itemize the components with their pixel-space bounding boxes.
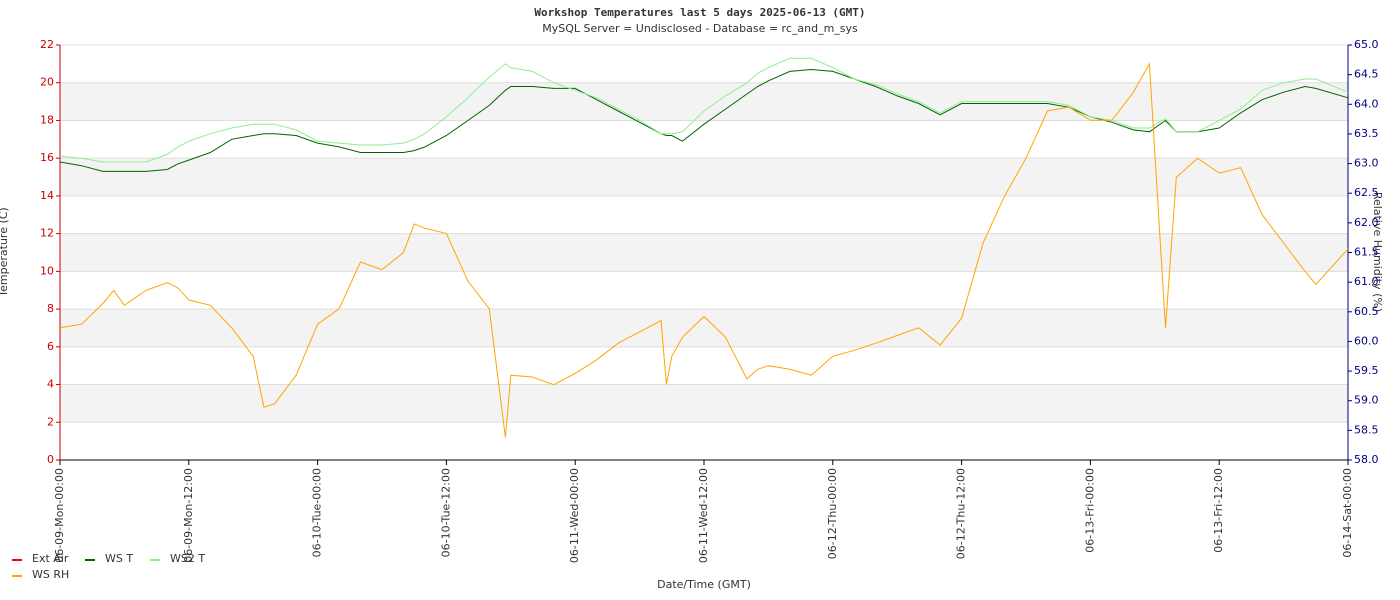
x-tick-label: 06-09-Mon-00:00 [53, 468, 66, 563]
chart-title: Workshop Temperatures last 5 days 2025-0… [534, 6, 865, 19]
y2-tick-label: 63.5 [1354, 127, 1379, 140]
y2-tick-label: 62.5 [1354, 186, 1379, 199]
y-tick-label: 10 [40, 264, 54, 277]
y-axis-label: Temperature (C) [0, 207, 10, 297]
series-line [59, 57, 1349, 163]
y2-tick-label: 60.0 [1354, 334, 1379, 347]
legend-label: WS T [105, 552, 133, 565]
y-tick-label: 0 [47, 453, 54, 466]
y-tick-label: 16 [40, 151, 54, 164]
x-tick-label: 06-10-Tue-12:00 [439, 468, 452, 557]
y-tick-label: 4 [47, 378, 54, 391]
x-tick-label: 06-09-Mon-12:00 [182, 468, 195, 563]
grid-band [60, 82, 1348, 121]
chart-subtitle: MySQL Server = Undisclosed - Database = … [542, 22, 858, 35]
x-tick-label: 06-11-Wed-12:00 [697, 468, 710, 563]
y2-tick-label: 62.0 [1354, 216, 1379, 229]
grid-band [60, 233, 1348, 272]
legend-label: WS RH [32, 568, 69, 581]
y2-axis-label: Relative Humidity (%) [1371, 192, 1384, 312]
y-tick-label: 20 [40, 76, 54, 89]
y-tick-label: 6 [47, 340, 54, 353]
series-line [59, 62, 1349, 438]
x-tick-label: 06-14-Sat-00:00 [1341, 468, 1354, 558]
x-tick-label: 06-11-Wed-00:00 [568, 468, 581, 563]
y2-tick-label: 61.0 [1354, 275, 1379, 288]
y2-tick-label: 59.5 [1354, 364, 1379, 377]
x-axis-label: Date/Time (GMT) [657, 578, 751, 591]
y2-tick-label: 58.5 [1354, 423, 1379, 436]
legend-label: Ext Air [32, 552, 69, 565]
y2-tick-label: 64.0 [1354, 97, 1379, 110]
x-tick-label: 06-13-Fri-12:00 [1212, 468, 1225, 553]
y2-tick-label: 65.0 [1354, 38, 1379, 51]
y2-tick-label: 60.5 [1354, 305, 1379, 318]
y-tick-label: 8 [47, 302, 54, 315]
legend-label: WS2 T [170, 552, 205, 565]
y-tick-label: 2 [47, 415, 54, 428]
y-tick-label: 18 [40, 113, 54, 126]
y2-tick-label: 63.0 [1354, 157, 1379, 170]
x-tick-label: 06-12-Thu-00:00 [826, 468, 839, 559]
y-tick-label: 22 [40, 38, 54, 51]
x-tick-label: 06-13-Fri-00:00 [1083, 468, 1096, 553]
series-line [59, 68, 1349, 172]
grid-band [60, 309, 1348, 347]
grid-band [60, 158, 1348, 196]
y2-tick-label: 64.5 [1354, 68, 1379, 81]
y2-tick-label: 58.0 [1354, 453, 1379, 466]
y-tick-label: 14 [40, 189, 54, 202]
x-tick-label: 06-10-Tue-00:00 [311, 468, 324, 557]
x-tick-label: 06-12-Thu-12:00 [955, 468, 968, 559]
y2-tick-label: 59.0 [1354, 394, 1379, 407]
y-tick-label: 12 [40, 227, 54, 240]
y2-tick-label: 61.5 [1354, 246, 1379, 259]
grid-band [60, 384, 1348, 423]
